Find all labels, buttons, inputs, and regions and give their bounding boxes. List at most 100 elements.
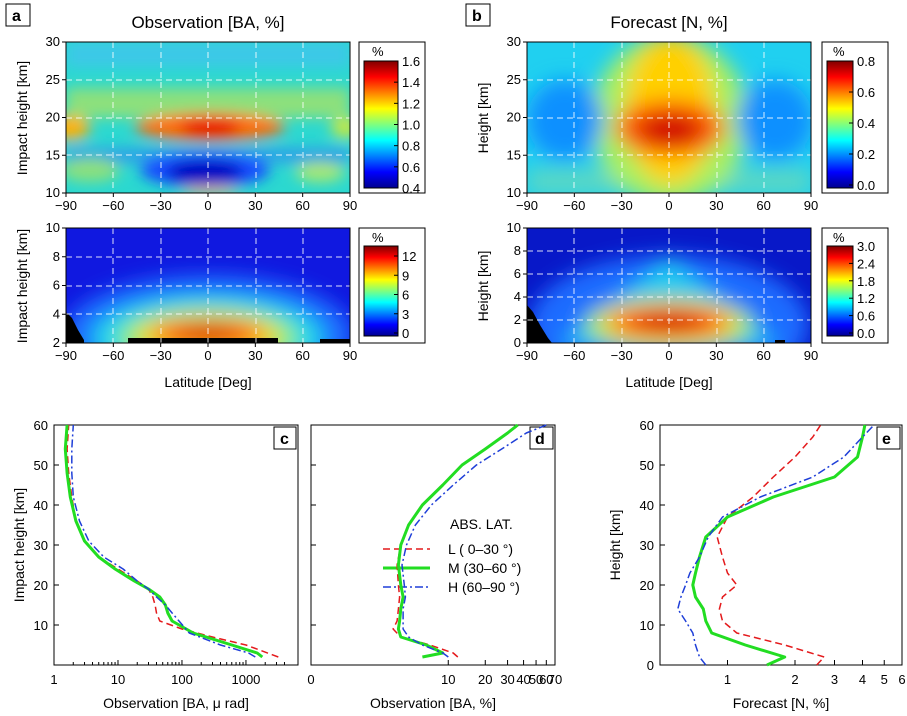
x-tick-label-c: 100 [171, 672, 193, 687]
y-tick-label-b-top: 10 [507, 185, 521, 200]
panel-label-a: a [12, 8, 21, 25]
y-tick-label-a-bottom: 8 [53, 249, 60, 264]
y-tick-label-a-top: 10 [46, 185, 60, 200]
y-tick-label-a-bottom: 10 [46, 220, 60, 235]
cbar-tick-label-a-bottom: 6 [402, 288, 409, 303]
x-tick-label-e: 4 [859, 672, 866, 687]
panel-label-d: d [535, 431, 545, 448]
colorbar-box-b-top [821, 41, 889, 194]
cbar-tick-label-a-bottom: 9 [402, 268, 409, 283]
x-tick-label-a-top: −30 [150, 198, 172, 213]
x-tick-label-b-bottom: −30 [611, 348, 633, 363]
legend-title: ABS. LAT. [450, 516, 513, 532]
frame-e [659, 424, 903, 666]
y-tick-label-b-bottom: 10 [507, 220, 521, 235]
series-line-c-H [71, 424, 256, 658]
x-tick-label-d: 30 [500, 672, 514, 687]
xlabel-e: Forecast [N, %] [733, 695, 829, 711]
y-tick-label-e: 40 [640, 498, 654, 513]
panel-label-box-c [273, 426, 297, 450]
x-tick-label-b-bottom: 90 [804, 348, 818, 363]
panel-label-e: e [882, 431, 891, 448]
legend [383, 548, 430, 588]
x-tick-label-a-bottom: −60 [102, 348, 124, 363]
y-tick-label-b-top: 20 [507, 110, 521, 125]
colorbar-a-top [363, 60, 399, 189]
series-line-d-H [401, 424, 547, 658]
x-tick-label-c: 1000 [231, 672, 260, 687]
y-tick-label-e: 0 [647, 658, 654, 673]
x-tick-label-a-top: 30 [248, 198, 262, 213]
legend-label-l: L ( 0–30 °) [448, 541, 513, 557]
y-tick-label-a-top: 30 [46, 34, 60, 49]
legend-label-h: H (60–90 °) [448, 579, 520, 595]
y-tick-label-c: 20 [34, 578, 48, 593]
y-tick-label-e: 50 [640, 458, 654, 473]
cbar-tick-label-a-top: 0.6 [402, 160, 420, 175]
y-tick-label-a-bottom: 4 [53, 306, 60, 321]
texts: a Observation [BA, %] b Forecast [N, %] … [5, 3, 901, 711]
y-tick-label-b-bottom: 0 [514, 335, 521, 350]
x-tick-label-c: 10 [111, 672, 125, 687]
ylabel-a-bottom: Impact height [km] [14, 229, 30, 343]
y-tick-label-a-top: 15 [46, 147, 60, 162]
x-tick-label-a-top: 90 [343, 198, 357, 213]
ylabel-c: Impact height [km] [11, 488, 27, 602]
cbar-tick-label-a-top: 1.2 [402, 96, 420, 111]
x-tick-label-e: 5 [881, 672, 888, 687]
x-tick-label-e: 2 [791, 672, 798, 687]
frame-d [310, 424, 556, 666]
xlabel-a: Latitude [Deg] [164, 374, 251, 390]
frame-c [53, 424, 299, 666]
x-tick-label-d: 40 [516, 672, 530, 687]
x-tick-label-a-top: −90 [55, 198, 77, 213]
cbar-unit-b-top: % [833, 44, 845, 59]
series-line-e-M [691, 424, 867, 667]
ylabel-a-top: Impact height [km] [14, 61, 30, 175]
cbar-tick-label-b-bottom: 0.6 [857, 309, 875, 324]
colorbar-box-a-top [358, 41, 426, 194]
panel-label-box-a [5, 3, 31, 27]
cbar-tick-label-b-top: 0.4 [857, 116, 875, 131]
xlabel-d: Observation [BA, %] [370, 695, 496, 711]
y-tick-label-b-top: 25 [507, 72, 521, 87]
grid-a-bottom [66, 228, 350, 343]
heatmap-b-top [527, 42, 811, 193]
grid-b-bottom [527, 228, 811, 343]
y-tick-label-a-bottom: 2 [53, 335, 60, 350]
grid-a-top [66, 42, 350, 193]
y-tick-label-e: 60 [640, 418, 654, 433]
cbar-tick-label-b-bottom: 2.4 [857, 256, 875, 271]
cbar-unit-b-bottom: % [833, 230, 845, 245]
y-tick-label-b-top: 30 [507, 34, 521, 49]
series-line-e-L [716, 424, 825, 666]
cbar-tick-label-b-bottom: 3.0 [857, 239, 875, 254]
cbar-tick-label-b-top: 0.8 [857, 54, 875, 69]
y-tick-label-c: 50 [34, 458, 48, 473]
series-line-c-M [63, 424, 264, 659]
y-tick-label-e: 20 [640, 578, 654, 593]
ylabel-b-bottom: Height [km] [475, 251, 491, 322]
cbar-tick-label-b-bottom: 1.8 [857, 274, 875, 289]
x-tick-label-a-bottom: 30 [248, 348, 262, 363]
y-tick-label-b-bottom: 2 [514, 312, 521, 327]
x-tick-label-b-bottom: −60 [563, 348, 585, 363]
x-tick-label-e: 6 [898, 672, 905, 687]
x-tick-label-b-top: 60 [756, 198, 770, 213]
cbar-tick-label-b-top: 0.6 [857, 85, 875, 100]
ylabel-e: Height [km] [607, 510, 623, 581]
x-tick-label-b-bottom: −90 [516, 348, 538, 363]
colorbar-b-bottom [826, 245, 854, 337]
x-tick-label-a-bottom: 60 [295, 348, 309, 363]
x-tick-label-e: 1 [724, 672, 731, 687]
cbar-tick-label-b-top: 0.0 [857, 178, 875, 193]
x-tick-label-b-top: 0 [665, 198, 672, 213]
x-tick-label-b-top: 90 [804, 198, 818, 213]
x-tick-label-a-top: 0 [204, 198, 211, 213]
x-tick-label-d: 50 [529, 672, 543, 687]
cbar-tick-label-b-top: 0.2 [857, 147, 875, 162]
x-tick-label-d: 70 [548, 672, 562, 687]
cbar-tick-label-a-top: 0.8 [402, 139, 420, 154]
